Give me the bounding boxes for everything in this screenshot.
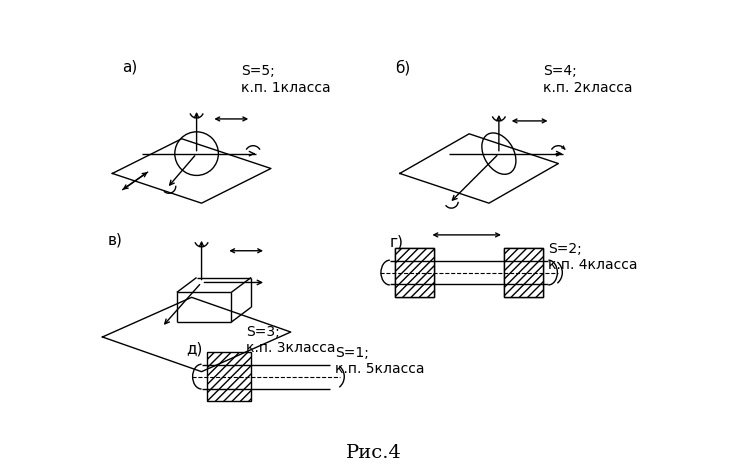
Text: д): д) (187, 342, 203, 357)
Text: S=4;
к.п. 2класса: S=4; к.п. 2класса (544, 64, 633, 95)
Text: S=2;
к.п. 4класса: S=2; к.п. 4класса (548, 242, 638, 272)
Polygon shape (504, 248, 544, 297)
Text: в): в) (107, 233, 122, 248)
Polygon shape (504, 248, 544, 297)
Text: Рис.4: Рис.4 (346, 444, 402, 462)
Text: г): г) (390, 235, 404, 250)
Polygon shape (395, 248, 434, 297)
Text: а): а) (122, 60, 138, 75)
Text: S=5;
к.п. 1класса: S=5; к.п. 1класса (241, 64, 331, 95)
Polygon shape (207, 352, 251, 401)
Text: б): б) (395, 60, 410, 75)
Text: S=3;
к.п. 3класса: S=3; к.п. 3класса (246, 325, 336, 355)
Text: S=1;
к.п. 5класса: S=1; к.п. 5класса (336, 346, 425, 376)
Polygon shape (395, 248, 434, 297)
